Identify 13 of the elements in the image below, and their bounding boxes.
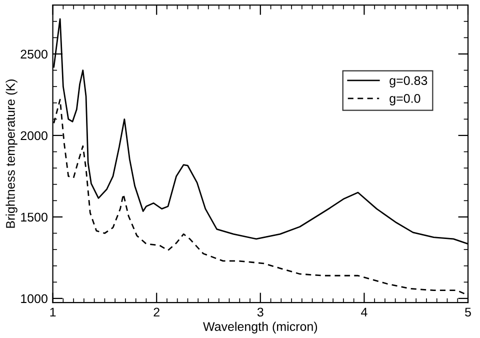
y-tick-label: 1000 (21, 294, 48, 304)
x-tick-label: 1 (50, 308, 56, 316)
x-tick-label: 4 (361, 308, 368, 316)
x-tick-label: 3 (257, 308, 264, 317)
x-tick-label: 2 (154, 308, 160, 316)
y-axis-title: Brightness temperature (K) (6, 80, 18, 228)
legend-label: g=0.83 (390, 76, 428, 88)
y-tick-label: 2500 (20, 50, 48, 59)
y-tick-label: 2000 (20, 131, 48, 140)
y-tick-label: 1500 (21, 212, 48, 222)
legend-label: g=0.0 (390, 94, 420, 106)
x-axis-title: Wavelength (micron) (203, 322, 318, 334)
x-tick-label: 5 (465, 308, 471, 317)
